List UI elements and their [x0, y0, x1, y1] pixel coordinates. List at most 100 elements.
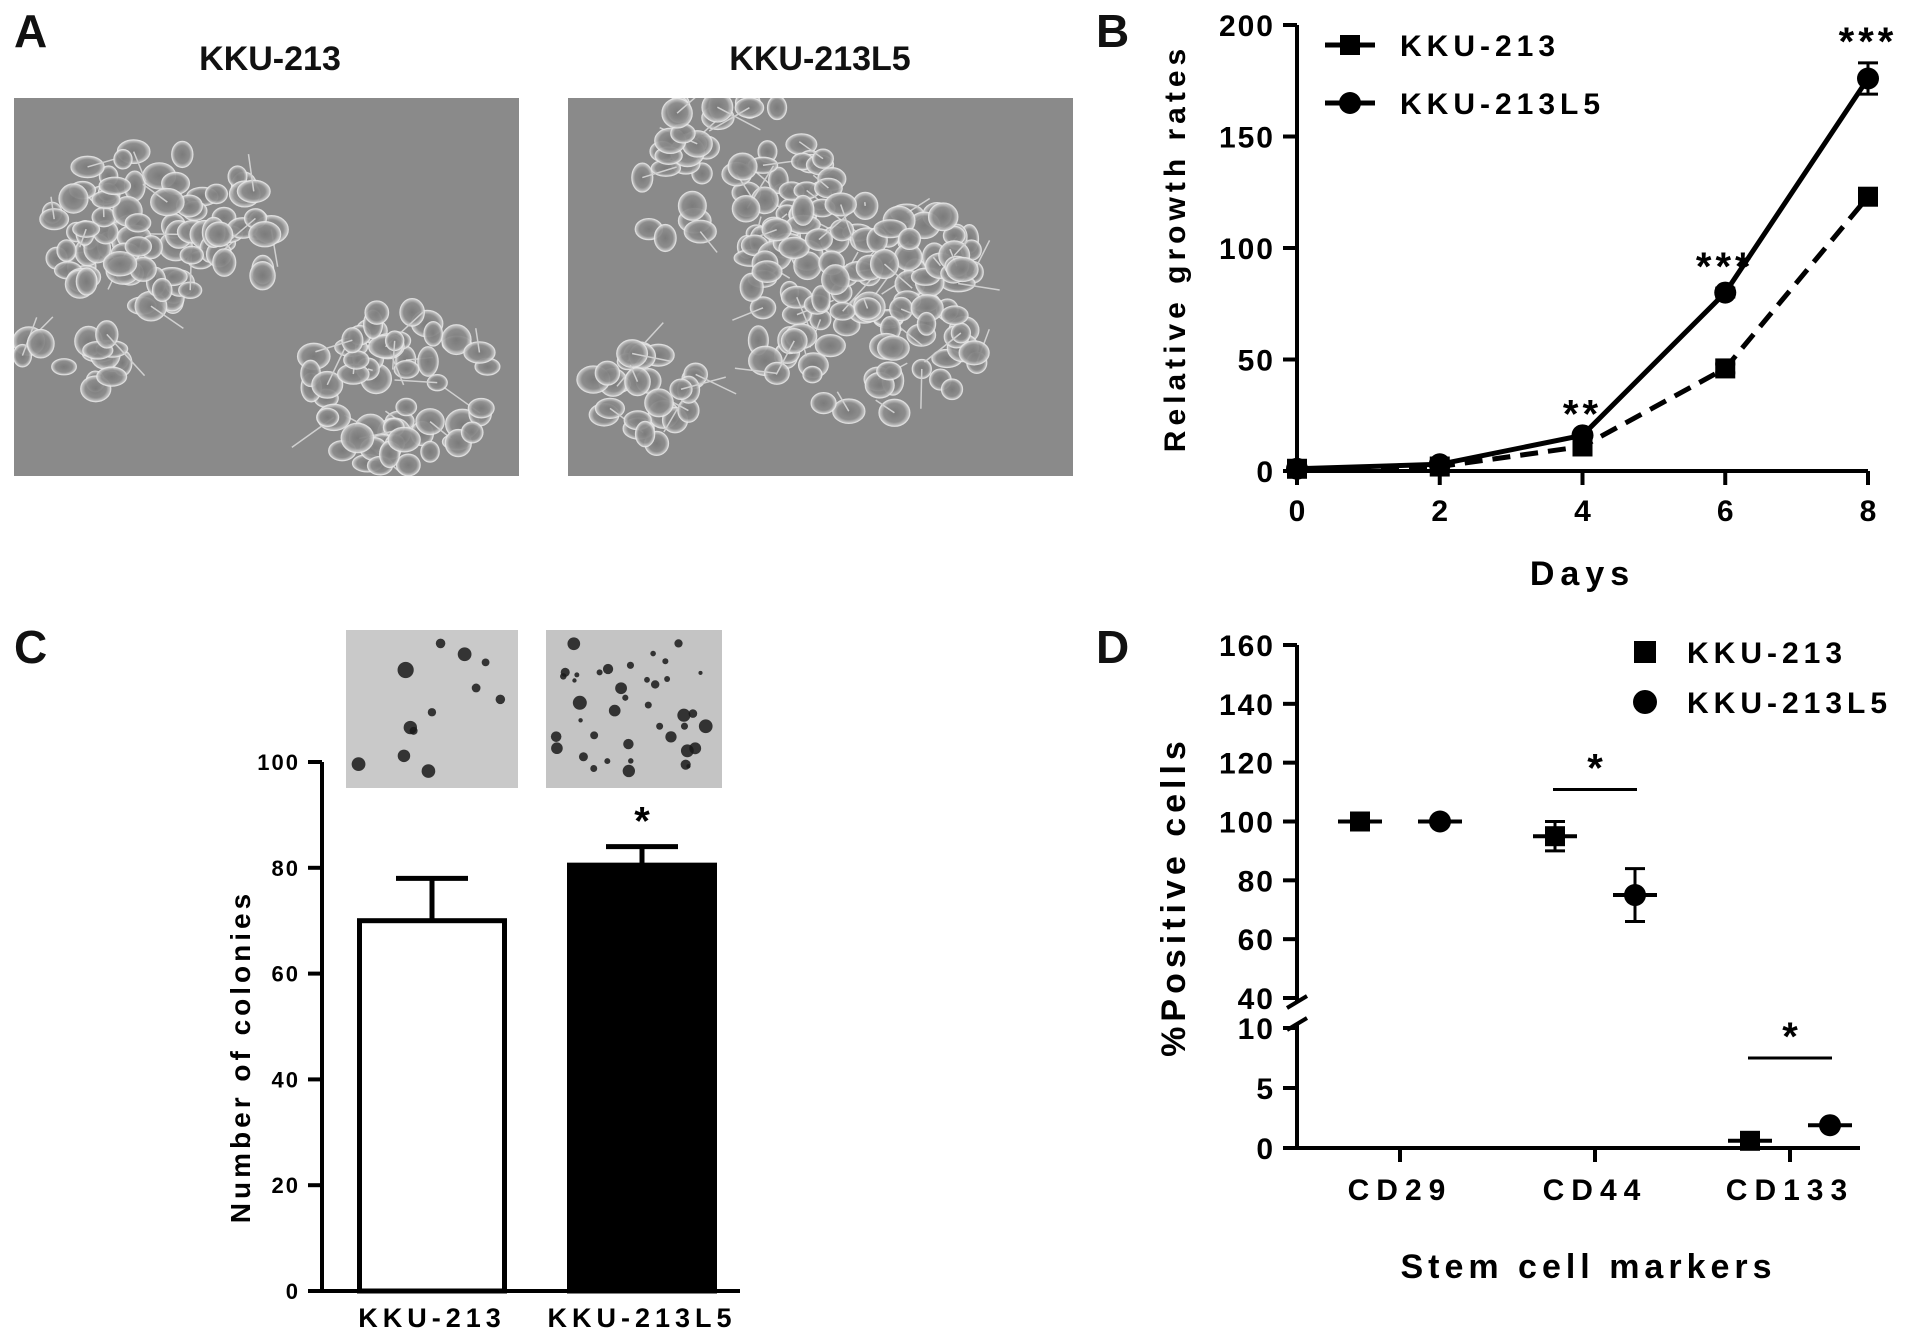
colony [427, 708, 437, 717]
y-tick-label: 200 [1219, 10, 1275, 43]
legend-item: KKU-213 [1634, 637, 1842, 670]
cell-process [87, 158, 115, 168]
x-axis-title: Stem cell markers [1400, 1248, 1776, 1286]
cell [811, 285, 831, 313]
data-point [1571, 424, 1594, 447]
x-tick-label: CD44 [1543, 1174, 1648, 1207]
x-axis: CD29 CD44 CD133 [1297, 1146, 1860, 1207]
significance-marker: *** [1696, 245, 1755, 289]
colony [680, 722, 689, 730]
cell [75, 267, 98, 296]
cell-process [717, 106, 761, 131]
cell [212, 248, 237, 277]
cell [236, 179, 271, 204]
cell-process [629, 364, 639, 383]
colony [650, 650, 656, 657]
cell [340, 422, 375, 454]
cell [102, 250, 138, 277]
colony [688, 709, 698, 718]
cell [876, 361, 902, 381]
cell-process [50, 196, 55, 220]
colony [560, 667, 570, 677]
cell [940, 305, 969, 326]
cell [778, 236, 810, 260]
colony [481, 658, 490, 667]
cell [26, 328, 55, 359]
cell-process [631, 352, 671, 362]
colony [698, 719, 713, 734]
y-tick-label: 100 [1219, 233, 1275, 266]
cell [204, 221, 234, 248]
colony [578, 752, 588, 762]
cell [393, 359, 420, 379]
cell-process [958, 282, 1000, 291]
colony [471, 683, 481, 693]
series-KKU-213 [1338, 811, 1772, 1151]
colony [604, 758, 611, 765]
colony [578, 718, 583, 723]
cell [701, 98, 734, 123]
colony-image-kku213 [346, 630, 518, 788]
x-tick-label: 4 [1574, 495, 1591, 528]
data-point [1545, 826, 1565, 847]
cell-process [695, 373, 737, 395]
colony [623, 738, 634, 750]
y-tick-label: 5 [1256, 1073, 1275, 1106]
y-tick-label: 140 [1219, 689, 1275, 722]
y-tick-label: 10 [1238, 1013, 1275, 1046]
x-tick-label: 0 [1289, 495, 1306, 528]
cell [460, 421, 484, 444]
colony [435, 638, 446, 649]
micrograph-kku213l5 [568, 98, 1073, 476]
y-axis: 0 50 100 150 200 [1219, 10, 1299, 489]
data-point [1286, 457, 1308, 480]
legend-label: KKU-213L5 [1400, 88, 1605, 121]
cell [204, 183, 229, 205]
micrograph-kku213 [14, 98, 519, 476]
colony [596, 669, 603, 676]
cell-process [394, 379, 438, 384]
axis-break-mark [1285, 994, 1309, 1010]
cell-process [132, 151, 147, 182]
y-tick-label: 20 [272, 1173, 300, 1198]
cell-process [734, 367, 778, 375]
significance-marker: * [634, 800, 650, 844]
legend-item: KKU-213 [1325, 30, 1555, 63]
y-axis-title: Relative growth rates [1159, 44, 1192, 452]
colony-image-kku213l5 [546, 630, 722, 788]
significance-marker: * [1587, 747, 1603, 791]
colony [397, 749, 411, 763]
data-point [1429, 810, 1451, 833]
colony [608, 704, 621, 717]
cell [669, 378, 693, 401]
series-KKU-213L5 [1286, 61, 1879, 480]
colony [567, 637, 581, 651]
cell [644, 388, 674, 418]
colony [628, 758, 634, 764]
cell [417, 346, 439, 377]
data-point [1857, 67, 1879, 90]
x-tick-label: KKU-213 [358, 1303, 506, 1333]
significance-marker: *** [1839, 20, 1898, 64]
x-tick-label: 8 [1860, 495, 1877, 528]
colony [644, 701, 652, 709]
y-tick-label: 80 [272, 856, 300, 881]
colony [662, 658, 669, 665]
data-point [1350, 811, 1370, 832]
cell [364, 300, 390, 325]
colony [677, 708, 691, 722]
colony [421, 764, 436, 778]
cell [387, 426, 421, 453]
colony [622, 764, 636, 778]
panel-letter-a: A [14, 5, 48, 57]
data-point [1714, 281, 1737, 304]
cell-process [231, 217, 256, 239]
data-point [1624, 884, 1646, 907]
cell [751, 260, 783, 284]
cell-process [920, 368, 923, 409]
cell [395, 453, 421, 476]
cell [927, 202, 959, 232]
cell [171, 140, 194, 169]
